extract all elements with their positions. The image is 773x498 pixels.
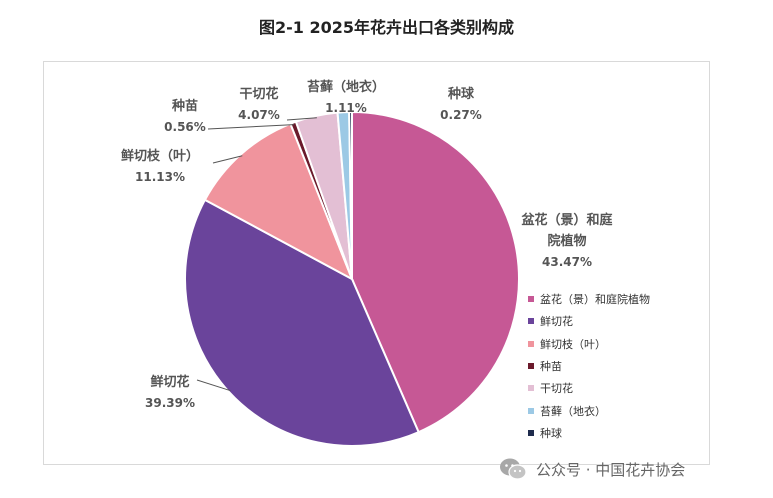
- pie-slice: [348, 110, 353, 280]
- legend-label: 盆花（景）和庭院植物: [540, 293, 650, 307]
- leader-line: [212, 155, 243, 164]
- slice-name-label: 院植物: [547, 233, 586, 249]
- slice-percent-label: 11.13%: [135, 170, 185, 184]
- legend-swatch: [528, 385, 534, 392]
- watermark-text: 公众号 · 中国花卉协会: [536, 460, 686, 479]
- slice-percent-label: 4.07%: [238, 108, 280, 122]
- slice-percent-label: 39.39%: [145, 396, 195, 410]
- pie-slice: [351, 110, 520, 434]
- pie-slice: [203, 122, 354, 282]
- legend-swatch: [528, 318, 534, 325]
- watermark: 公众号 · 中国花卉协会: [498, 456, 685, 482]
- legend-label: 鲜切枝（叶）: [540, 337, 606, 351]
- legend-swatch: [528, 296, 534, 303]
- legend-label: 种苗: [540, 360, 562, 374]
- legend-label: 种球: [540, 426, 562, 440]
- slice-name-label: 鲜切枝（叶）: [121, 148, 199, 164]
- slice-percent-label: 1.11%: [325, 101, 367, 115]
- chart-title: 图2-1 2025年花卉出口各类别构成: [258, 18, 514, 37]
- legend-item: 种苗: [528, 355, 650, 377]
- wechat-icon: [500, 458, 527, 480]
- leader-line: [196, 379, 231, 392]
- leader-lines: [196, 117, 317, 392]
- slice-labels: 盆花（景）和庭院植物 43.47% 鲜切花 39.39% 鲜切枝（叶） 11.13% 种苗 0…: [121, 79, 614, 410]
- legend-swatch: [528, 363, 534, 370]
- slice-name-label: 干切花: [239, 86, 278, 102]
- legend-swatch: [528, 429, 534, 436]
- pie-slice: [184, 198, 420, 447]
- slice-percent-label: 43.47%: [542, 255, 592, 269]
- chart-frame: [43, 61, 710, 465]
- legend-item: 苔藓（地衣）: [528, 399, 650, 421]
- legend-label: 苔藓（地衣）: [540, 404, 606, 418]
- slice-name-label: 盆花（景）和庭: [520, 212, 613, 228]
- slice-name-label: 种球: [447, 86, 475, 102]
- legend-item: 鲜切花: [528, 310, 650, 332]
- legend-item: 种球: [528, 422, 650, 444]
- legend-item: 鲜切枝（叶）: [528, 333, 650, 355]
- legend-label: 干切花: [540, 382, 573, 396]
- legend-label: 鲜切花: [540, 315, 573, 329]
- slice-name-label: 种苗: [171, 98, 198, 114]
- pie-slices: [184, 110, 520, 447]
- leader-line: [207, 124, 294, 130]
- slice-percent-label: 0.27%: [440, 108, 482, 122]
- legend-item: 干切花: [528, 377, 650, 399]
- legend-swatch: [528, 407, 534, 414]
- legend-item: 盆花（景）和庭院植物: [528, 288, 650, 310]
- slice-name-label: 苔藓（地衣）: [307, 79, 385, 95]
- leader-line: [286, 117, 317, 121]
- legend: 盆花（景）和庭院植物 鲜切花鲜切枝（叶） 种苗干切花苔藓（地衣） 种球: [528, 288, 650, 444]
- legend-swatch: [528, 340, 534, 347]
- slice-name-label: 鲜切花: [150, 374, 189, 390]
- slice-percent-label: 0.56%: [164, 120, 206, 134]
